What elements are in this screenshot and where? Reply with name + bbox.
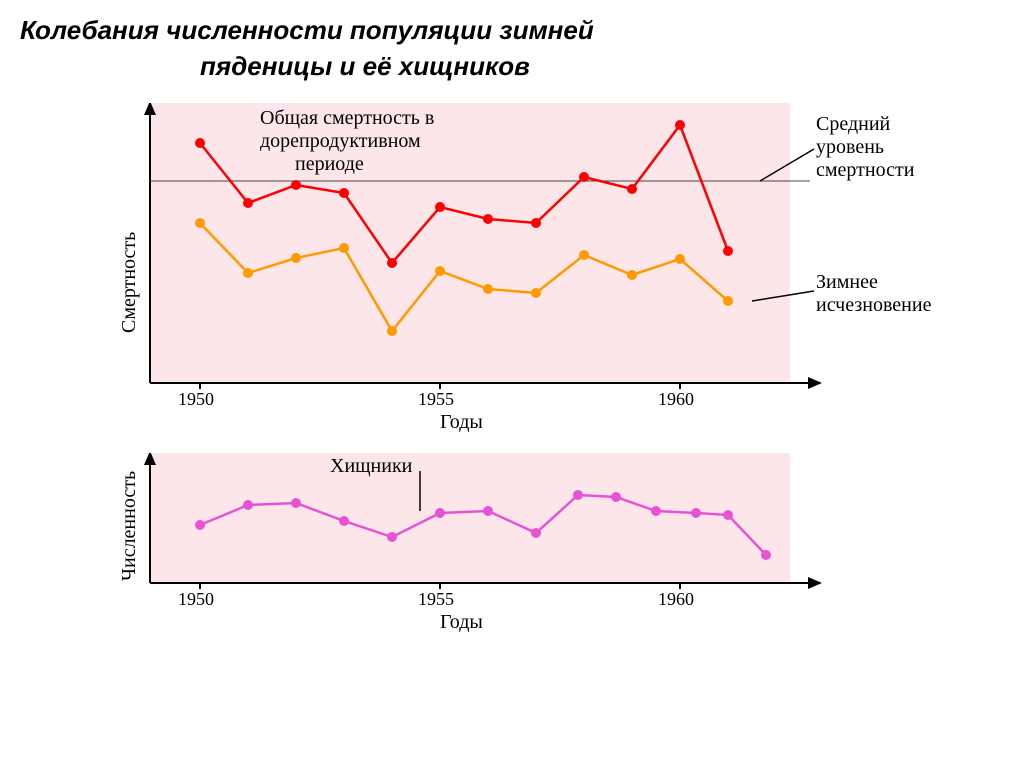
annotation-mean-level: Средний уровень смертности xyxy=(816,113,914,182)
title-line1: Колебания численности популяции зимней xyxy=(20,15,594,45)
x-tick: 1955 xyxy=(418,589,454,610)
x-axis-label: Годы xyxy=(440,611,483,634)
mortality-chart: Смертность Годы 1950 1955 1960 Общая смерт… xyxy=(110,103,990,443)
x-tick: 1960 xyxy=(658,589,694,610)
predators-chart: Численность Годы 1950 1955 1960 Хищники xyxy=(110,453,990,643)
x-axis-label: Годы xyxy=(440,411,483,434)
y-axis-label: Численность xyxy=(118,471,141,581)
x-tick: 1955 xyxy=(418,389,454,410)
title-line2: пяденицы и её хищников xyxy=(20,48,1024,84)
annotation-winter-disappearance: Зимнее исчезновение xyxy=(816,271,931,317)
x-tick: 1950 xyxy=(178,589,214,610)
predators-svg xyxy=(110,453,990,643)
annotation-predators: Хищники xyxy=(330,455,412,478)
x-tick: 1960 xyxy=(658,389,694,410)
y-axis-label: Смертность xyxy=(118,231,141,332)
page-title: Колебания численности популяции зимней п… xyxy=(0,0,1024,85)
annotation-total-mortality: Общая смертность в дорепродуктивном пери… xyxy=(260,107,434,176)
x-tick: 1950 xyxy=(178,389,214,410)
